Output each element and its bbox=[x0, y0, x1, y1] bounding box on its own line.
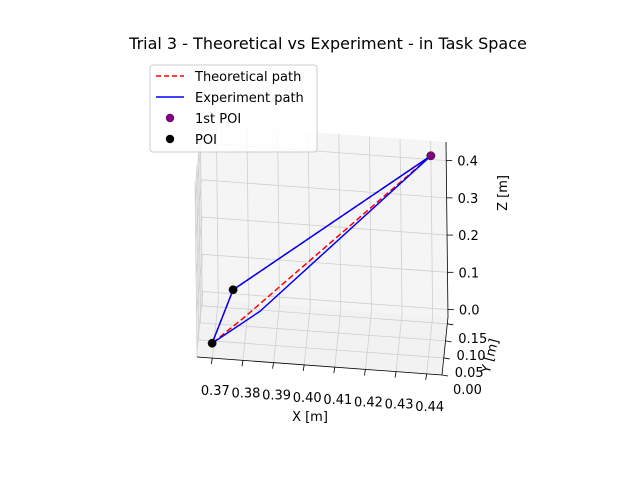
x-grid-line bbox=[426, 140, 434, 374]
legend-marker-swatch bbox=[165, 113, 175, 123]
legend-label: 1st POI bbox=[195, 112, 241, 127]
poi-marker bbox=[228, 285, 238, 295]
x-tick-mark bbox=[425, 373, 428, 380]
z-tick-label: 0.2 bbox=[458, 229, 479, 244]
legend-box bbox=[149, 64, 318, 153]
x-tick-label: 0.44 bbox=[415, 400, 444, 415]
x-tick-mark bbox=[394, 371, 397, 378]
x-tick-mark bbox=[333, 367, 336, 374]
axes-panes bbox=[195, 124, 448, 375]
back-pane bbox=[201, 124, 448, 317]
x-grid-line bbox=[395, 138, 403, 372]
z-tick-label: 0.4 bbox=[457, 155, 478, 170]
y-tick-label: 0.15 bbox=[458, 332, 487, 347]
z-axis-line bbox=[445, 141, 449, 318]
z-tick-label: 0.3 bbox=[458, 192, 479, 207]
tick-labels: 0.37 0.38 0.39 0.40 0.41 0.42 0.43 0.44 0.00 0.05… bbox=[201, 155, 487, 415]
x-tick-label: 0.43 bbox=[385, 398, 414, 413]
x-grid-line bbox=[273, 129, 280, 363]
legend: Theoretical path Experiment path 1st POI PO… bbox=[149, 64, 318, 153]
x-tick-label: 0.42 bbox=[354, 395, 383, 410]
x-tick-mark bbox=[364, 369, 366, 376]
x-grid-line bbox=[242, 127, 250, 361]
z-axis-label: Z [m] bbox=[496, 175, 511, 211]
theoretical-path-line bbox=[211, 155, 432, 344]
poi-markers bbox=[207, 151, 436, 348]
z-grid-line bbox=[195, 179, 447, 238]
z-grid-line bbox=[196, 291, 448, 350]
z-grid-line bbox=[195, 216, 448, 276]
x-tick-label: 0.41 bbox=[323, 393, 352, 408]
y-tick-label: 0.05 bbox=[455, 366, 484, 381]
z-grid-line bbox=[196, 253, 448, 313]
x-tick-mark bbox=[302, 364, 305, 371]
x-axis-label: X [m] bbox=[292, 410, 328, 425]
y-tick-label: 0.10 bbox=[457, 349, 486, 364]
first-poi-marker bbox=[426, 151, 436, 161]
y-tick-mark bbox=[441, 374, 449, 377]
legend-label: Theoretical path bbox=[194, 70, 301, 85]
y-tick-mark bbox=[443, 357, 450, 360]
x-tick-label: 0.40 bbox=[293, 391, 322, 406]
x-grid-line bbox=[365, 136, 372, 370]
poi-marker bbox=[207, 338, 217, 348]
legend-label: POI bbox=[195, 133, 217, 148]
grid-lines bbox=[194, 125, 448, 376]
z-tick-label: 0.1 bbox=[458, 266, 479, 281]
x-axis-line bbox=[196, 356, 443, 376]
x-tick-mark bbox=[210, 358, 213, 365]
axis-lines bbox=[196, 141, 449, 376]
x-grid-line bbox=[334, 134, 342, 368]
legend-marker-swatch bbox=[165, 134, 175, 144]
x-tick-label: 0.39 bbox=[262, 389, 291, 404]
y-tick-mark bbox=[445, 340, 452, 343]
y-tick-mark bbox=[447, 323, 454, 326]
chart-title: Trial 3 - Theoretical vs Experiment - in… bbox=[128, 34, 527, 53]
y-axis-line bbox=[441, 316, 449, 376]
x-tick-mark bbox=[272, 362, 274, 369]
x-grid-line bbox=[303, 131, 311, 365]
z-tick-label: 0.0 bbox=[459, 304, 480, 319]
floor-pane bbox=[197, 299, 448, 375]
x-tick-label: 0.37 bbox=[201, 384, 230, 399]
legend-label: Experiment path bbox=[195, 91, 304, 106]
x-tick-label: 0.38 bbox=[231, 386, 260, 401]
y-tick-label: 0.00 bbox=[453, 383, 482, 398]
x-tick-mark bbox=[241, 360, 244, 367]
